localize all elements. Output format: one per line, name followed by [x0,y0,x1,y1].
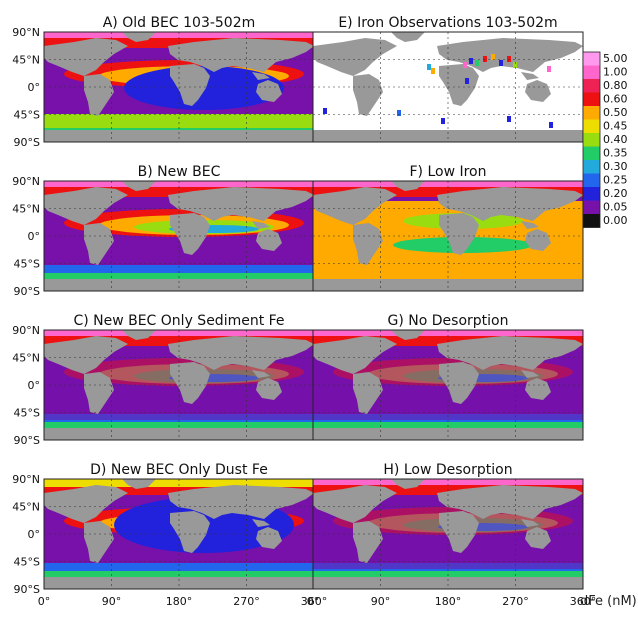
colorbar-level-label: 0.25 [603,174,628,187]
latitude-tick-label: 90°N [12,175,40,188]
latitude-tick-label: 90°S [14,285,40,298]
graticule [313,479,583,589]
graticule [44,330,314,440]
colorbar-swatch [583,52,600,66]
panel-title: C) New BEC Only Sediment Fe [73,313,284,329]
colorbar-level-label: 0.05 [603,201,628,214]
panel-title: G) No Desorption [388,313,509,329]
latitude-tick-label: 0° [28,528,41,541]
colorbar-level-label: 1.00 [603,66,628,79]
longitude-tick-label: 90° [371,595,391,608]
graticule [44,479,314,589]
colorbar-level-label: 0.00 [603,214,628,227]
colorbar-swatch [583,119,600,133]
latitude-tick-label: 90°S [14,434,40,447]
panel-title: B) New BEC [138,164,221,180]
latitude-tick-label: 90°N [12,473,40,486]
colorbar-level-label: 5.00 [603,52,628,65]
colorbar-swatch [583,92,600,106]
longitude-tick-label: 270° [233,595,260,608]
colorbar: 5.001.000.800.600.500.450.400.350.300.25… [582,51,628,228]
colorbar-level-label: 0.40 [603,133,628,146]
map-panel-f: F) Low Iron [312,164,584,292]
panel-title: A) Old BEC 103-502m [103,15,256,31]
latitude-tick-label: 45°N [12,54,40,67]
colorbar-swatch [583,200,600,214]
panel-title: H) Low Desorption [383,462,512,478]
map-panel-d: D) New BEC Only Dust Fe 90°N 45°N 0° 45°S 90°… [12,462,327,608]
panel-title: D) New BEC Only Dust Fe [90,462,268,478]
colorbar-swatch [583,146,600,160]
colorbar-level-label: 0.60 [603,93,628,106]
colorbar-swatch [583,79,600,93]
colorbar-level-label: 0.45 [603,120,628,133]
latitude-tick-label: 90°N [12,324,40,337]
latitude-tick-label: 0° [28,81,41,94]
colorbar-level-label: 0.80 [603,79,628,92]
latitude-tick-label: 45°S [14,109,40,122]
graticule [313,32,583,142]
latitude-tick-label: 45°N [12,352,40,365]
latitude-tick-label: 0° [28,230,41,243]
latitude-tick-label: 45°N [12,501,40,514]
colorbar-unit-label: dFe (nM) [580,594,637,609]
latitude-tick-label: 45°S [14,556,40,569]
longitude-tick-label: 180° [166,595,193,608]
latitude-tick-label: 45°S [14,258,40,271]
graticule [44,32,314,142]
latitude-tick-label: 45°N [12,203,40,216]
longitude-tick-label: 180° [435,595,462,608]
graticule [313,330,583,440]
colorbar-level-label: 0.20 [603,187,628,200]
longitude-tick-label: 0° [307,595,320,608]
longitude-tick-label: 360° [570,595,597,608]
longitude-tick-label: 270° [502,595,529,608]
colorbar-level-label: 0.35 [603,147,628,160]
map-panel-g: G) No Desorption [312,313,584,441]
panel-title: E) Iron Observations 103-502m [338,15,557,31]
latitude-tick-label: 0° [28,379,41,392]
map-panel-h: H) Low Desorption 0° 90° 180° 270° 360° [307,462,597,608]
colorbar-level-label: 0.30 [603,160,628,173]
graticule [44,181,314,291]
map-panel-c: C) New BEC Only Sediment Fe 90°N 45°N 0° 45°… [12,313,315,447]
map-panel-e: E) Iron Observations 103-502m [312,15,584,143]
longitude-tick-label: 0° [38,595,51,608]
colorbar-swatch [583,173,600,187]
longitude-tick-label: 360° [301,595,328,608]
longitude-tick-label: 90° [102,595,122,608]
graticule [313,181,583,291]
map-panels: A) Old BEC 103-502m90°N45°N0°45°S90°SB) … [12,15,596,608]
colorbar-swatch [583,160,600,174]
colorbar-swatch [583,214,600,228]
panel-title: F) Low Iron [410,164,487,180]
colorbar-swatch [583,187,600,201]
map-panel-a: A) Old BEC 103-502m 90°N 45°N 0° 45°S 90°S [12,15,315,149]
latitude-tick-label: 90°N [12,26,40,39]
map-panel-b: B) New BEC 90°N 45°N 0° 45°S 90°S [12,164,315,298]
colorbar-swatch [583,65,600,79]
latitude-tick-label: 45°S [14,407,40,420]
colorbar-level-label: 0.50 [603,106,628,119]
colorbar-swatch [583,133,600,147]
latitude-tick-label: 90°S [14,136,40,149]
latitude-tick-label: 90°S [14,583,40,596]
colorbar-swatch [583,106,600,120]
